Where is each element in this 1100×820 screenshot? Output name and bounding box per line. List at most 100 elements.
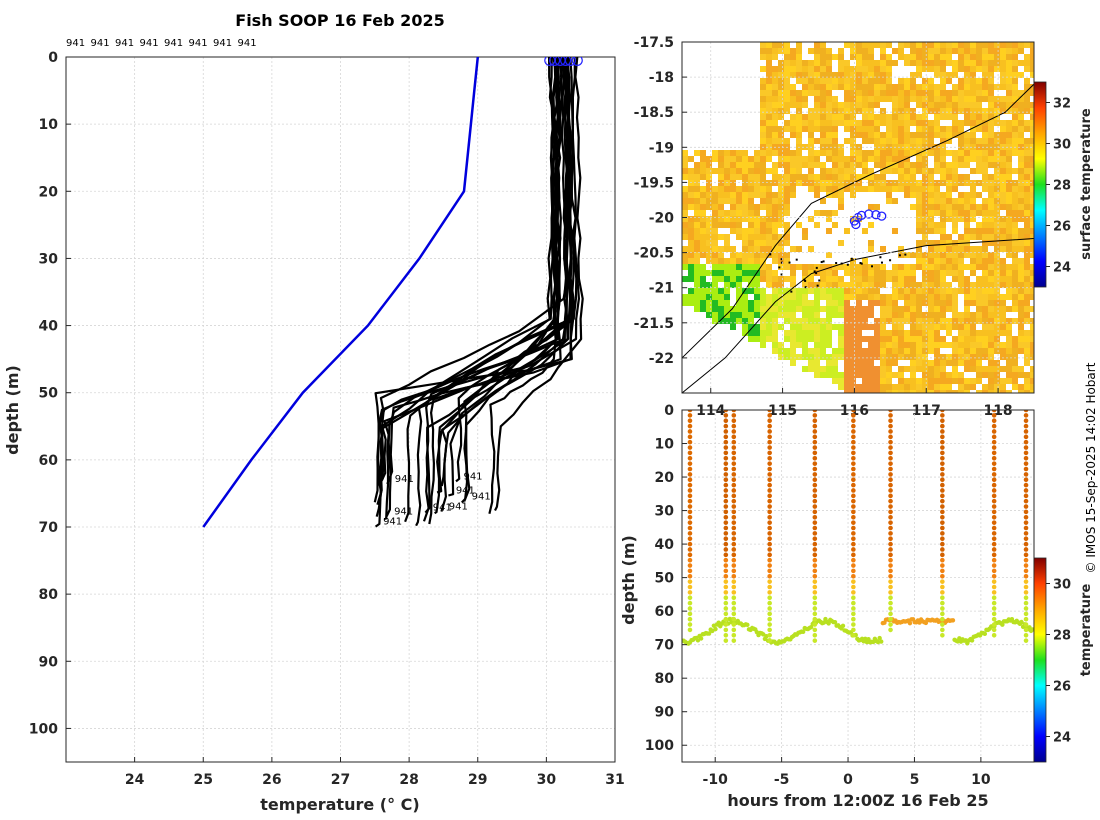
sst-cell xyxy=(766,138,772,144)
sst-cell xyxy=(898,108,904,114)
sst-cell xyxy=(742,324,748,330)
sst-cell xyxy=(904,108,910,114)
sst-cell xyxy=(694,276,700,282)
sst-cell xyxy=(982,312,988,318)
sst-cell xyxy=(736,258,742,264)
sst-cell xyxy=(772,222,778,228)
sst-cell xyxy=(808,216,814,222)
sst-cell xyxy=(1006,354,1012,360)
sst-cell xyxy=(748,174,754,180)
sst-cell xyxy=(742,276,748,282)
sst-cell xyxy=(718,186,724,192)
sst-cell xyxy=(1006,78,1012,84)
sst-cell xyxy=(970,282,976,288)
sst-cell xyxy=(898,132,904,138)
sst-cell xyxy=(958,84,964,90)
sst-cell xyxy=(838,84,844,90)
sst-cell xyxy=(880,114,886,120)
sst-cell xyxy=(976,330,982,336)
sst-cell xyxy=(922,186,928,192)
timeseries-x-tick-label: 0 xyxy=(843,772,853,788)
sst-cell xyxy=(688,234,694,240)
timeseries-cast-point xyxy=(991,450,997,456)
sst-cell xyxy=(778,216,784,222)
sst-cell xyxy=(1018,240,1024,246)
timeseries-cast-point xyxy=(687,584,693,590)
sst-cell xyxy=(706,222,712,228)
timeseries-cast-point xyxy=(767,557,772,563)
sst-cell xyxy=(1018,342,1024,348)
sst-cell xyxy=(1018,228,1024,234)
sst-cell xyxy=(1000,66,1006,72)
sst-cell xyxy=(970,168,976,174)
sst-cell xyxy=(838,150,844,156)
timeseries-cast-point xyxy=(991,498,997,504)
timeseries-cast-point xyxy=(767,429,772,434)
sst-cell xyxy=(1006,132,1012,138)
sst-cell xyxy=(958,210,964,216)
sst-cell xyxy=(838,276,844,282)
timeseries-cast-point xyxy=(1023,595,1029,601)
sst-cell xyxy=(742,198,748,204)
sst-cell xyxy=(928,372,934,378)
timeseries-cast-point xyxy=(940,410,945,413)
sst-cell xyxy=(910,294,916,300)
sst-cell xyxy=(838,342,844,348)
sst-cell xyxy=(922,276,928,282)
timeseries-cast-point xyxy=(888,455,893,461)
sst-cell xyxy=(754,180,760,186)
sst-cell xyxy=(868,156,874,162)
sst-cell xyxy=(862,228,868,234)
sst-cell xyxy=(706,258,712,264)
sst-cell xyxy=(1030,54,1034,60)
timeseries-cast-point xyxy=(687,493,693,499)
sst-cell xyxy=(766,180,772,186)
sst-cell xyxy=(778,66,784,72)
sst-cell xyxy=(766,246,772,252)
timeseries-cast-point xyxy=(731,477,737,483)
sst-cell xyxy=(838,120,844,126)
sst-cell xyxy=(880,120,886,126)
sst-cell xyxy=(700,300,706,306)
sst-cell xyxy=(820,336,826,342)
sst-cell xyxy=(1000,42,1006,48)
sst-cell xyxy=(736,288,742,294)
sst-cell xyxy=(958,354,964,360)
sst-cell xyxy=(856,150,862,156)
sst-cell xyxy=(976,378,982,384)
sst-cell xyxy=(826,216,832,222)
sst-cell xyxy=(790,192,796,198)
sst-cell xyxy=(1012,384,1018,390)
sst-cell xyxy=(940,42,946,48)
timeseries-cast-point xyxy=(851,498,856,504)
sst-cell xyxy=(826,174,832,180)
sst-cell xyxy=(964,204,970,210)
timeseries-cast-point xyxy=(731,606,737,611)
island-dot xyxy=(860,262,863,265)
profile-end-label: 941 xyxy=(395,474,414,485)
sst-cell xyxy=(886,276,892,282)
sst-cell xyxy=(778,222,784,228)
sst-cell xyxy=(712,228,718,234)
sst-cell xyxy=(736,300,742,306)
sst-cell xyxy=(814,192,820,198)
profile-end-label: 941 xyxy=(463,471,482,482)
sst-cell xyxy=(814,354,820,360)
sst-cell xyxy=(982,240,988,246)
sst-cell xyxy=(718,180,724,186)
sst-cell xyxy=(820,288,826,294)
sst-cell xyxy=(820,126,826,132)
timeseries-cast-point xyxy=(723,482,729,488)
timeseries-cast-point xyxy=(851,600,856,606)
sst-cell xyxy=(730,150,736,156)
sst-cell xyxy=(1012,300,1018,306)
sst-cell xyxy=(916,180,922,186)
island-dot xyxy=(818,279,821,282)
sst-cell xyxy=(832,276,838,282)
sst-cell xyxy=(952,336,958,342)
sst-cell xyxy=(988,102,994,108)
sst-cell xyxy=(832,120,838,126)
sst-cell xyxy=(1012,96,1018,102)
sst-cell xyxy=(814,114,820,120)
sst-cell xyxy=(820,366,826,372)
